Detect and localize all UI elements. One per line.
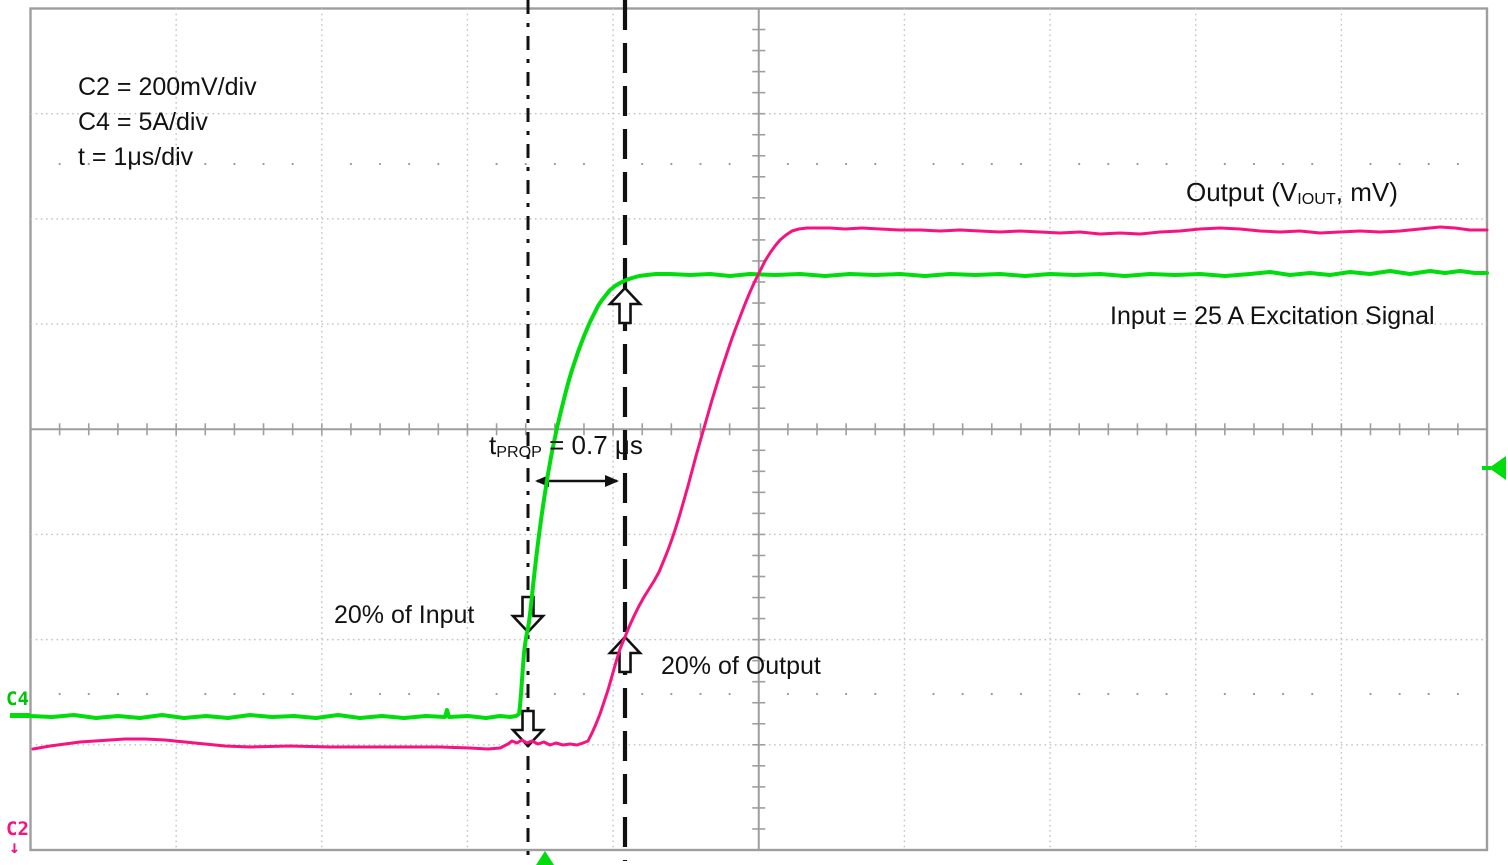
scale-c2: C2 = 200mV/div (78, 73, 257, 101)
center-axes (30, 8, 1487, 850)
output-trace (31, 225, 1489, 751)
scale-c4: C4 = 5A/div (78, 108, 208, 136)
output-trace-label: Output (VIOUT, mV) (1186, 177, 1398, 209)
trigger-level-marker (1482, 456, 1506, 480)
tprop-subscript: PROP (496, 443, 542, 462)
trigger-time-marker (536, 851, 554, 865)
scale-info-block: C2 = 200mV/div C4 = 5A/div t = 1μs/div (78, 70, 257, 175)
c2-offscreen-down-icon: ↓ (9, 837, 20, 858)
input-trace (28, 269, 1489, 720)
input-trace-label: Input = 25 A Excitation Signal (1110, 302, 1435, 330)
channel-c4-badge: C4 (6, 688, 29, 710)
output-subscript: IOUT (1297, 190, 1336, 209)
output-20pct-arrow (606, 635, 644, 674)
input-edge-base-arrow (509, 709, 547, 748)
pct-output-label: 20% of Output (661, 652, 821, 680)
scale-time: t = 1μs/div (78, 143, 194, 171)
channel-c2-badge: C2 (6, 818, 29, 840)
c4-ground-marker (10, 713, 30, 718)
tprop-label: tPROP = 0.7 μs (489, 430, 643, 462)
input-settled-arrow (606, 286, 644, 325)
pct-input-label: 20% of Input (334, 601, 475, 629)
